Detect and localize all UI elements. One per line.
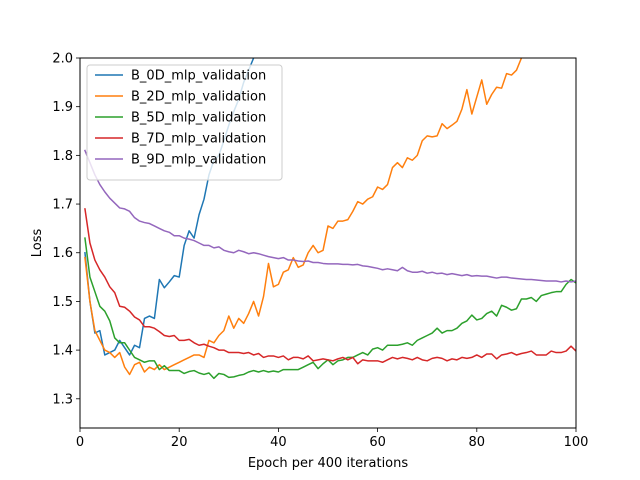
series-line-b-7d-mlp-validation [84, 208, 576, 365]
y-axis: 1.3 1.4 1.5 1.6 1.7 1.8 1.9 2.0 [52, 52, 80, 407]
x-axis: 0 20 40 60 80 100 [76, 428, 589, 450]
legend-label-b-9d-mlp-validation: B_9D_mlp_validation [131, 153, 266, 168]
series-line-b-5d-mlp-validation [84, 237, 576, 380]
legend-label-b-5d-mlp-validation: B_5D_mlp_validation [131, 111, 266, 126]
y-tick-label: 1.5 [52, 295, 73, 310]
plot-frame [79, 57, 577, 429]
x-tick-label: 40 [270, 435, 287, 450]
y-tick-label: 1.3 [52, 392, 73, 407]
legend: B_0D_mlp_validation B_2D_mlp_validation B_… [86, 64, 283, 181]
series-line-b-9d-mlp-validation [83, 149, 576, 283]
legend-label-b-7d-mlp-validation: B_7D_mlp_validation [131, 132, 266, 147]
y-tick-label: 1.4 [52, 344, 73, 359]
legend-label-b-2d-mlp-validation: B_2D_mlp_validation [131, 90, 266, 105]
y-axis-label: Loss [30, 229, 45, 258]
y-tick-label: 1.7 [52, 198, 73, 213]
x-tick-label: 80 [469, 435, 486, 450]
y-tick-label: 1.8 [52, 149, 73, 164]
x-tick-label: 100 [564, 435, 589, 450]
y-tick-label: 2.0 [52, 52, 73, 67]
x-tick-label: 60 [369, 435, 386, 450]
x-axis-label: Epoch per 400 iterations [248, 456, 409, 471]
x-tick-label: 20 [171, 435, 188, 450]
legend-label-b-0d-mlp-validation: B_0D_mlp_validation [131, 69, 266, 84]
legend-box [86, 64, 283, 181]
y-tick-label: 1.9 [52, 100, 73, 115]
x-tick-label: 0 [76, 435, 84, 450]
y-tick-label: 1.6 [52, 246, 73, 261]
